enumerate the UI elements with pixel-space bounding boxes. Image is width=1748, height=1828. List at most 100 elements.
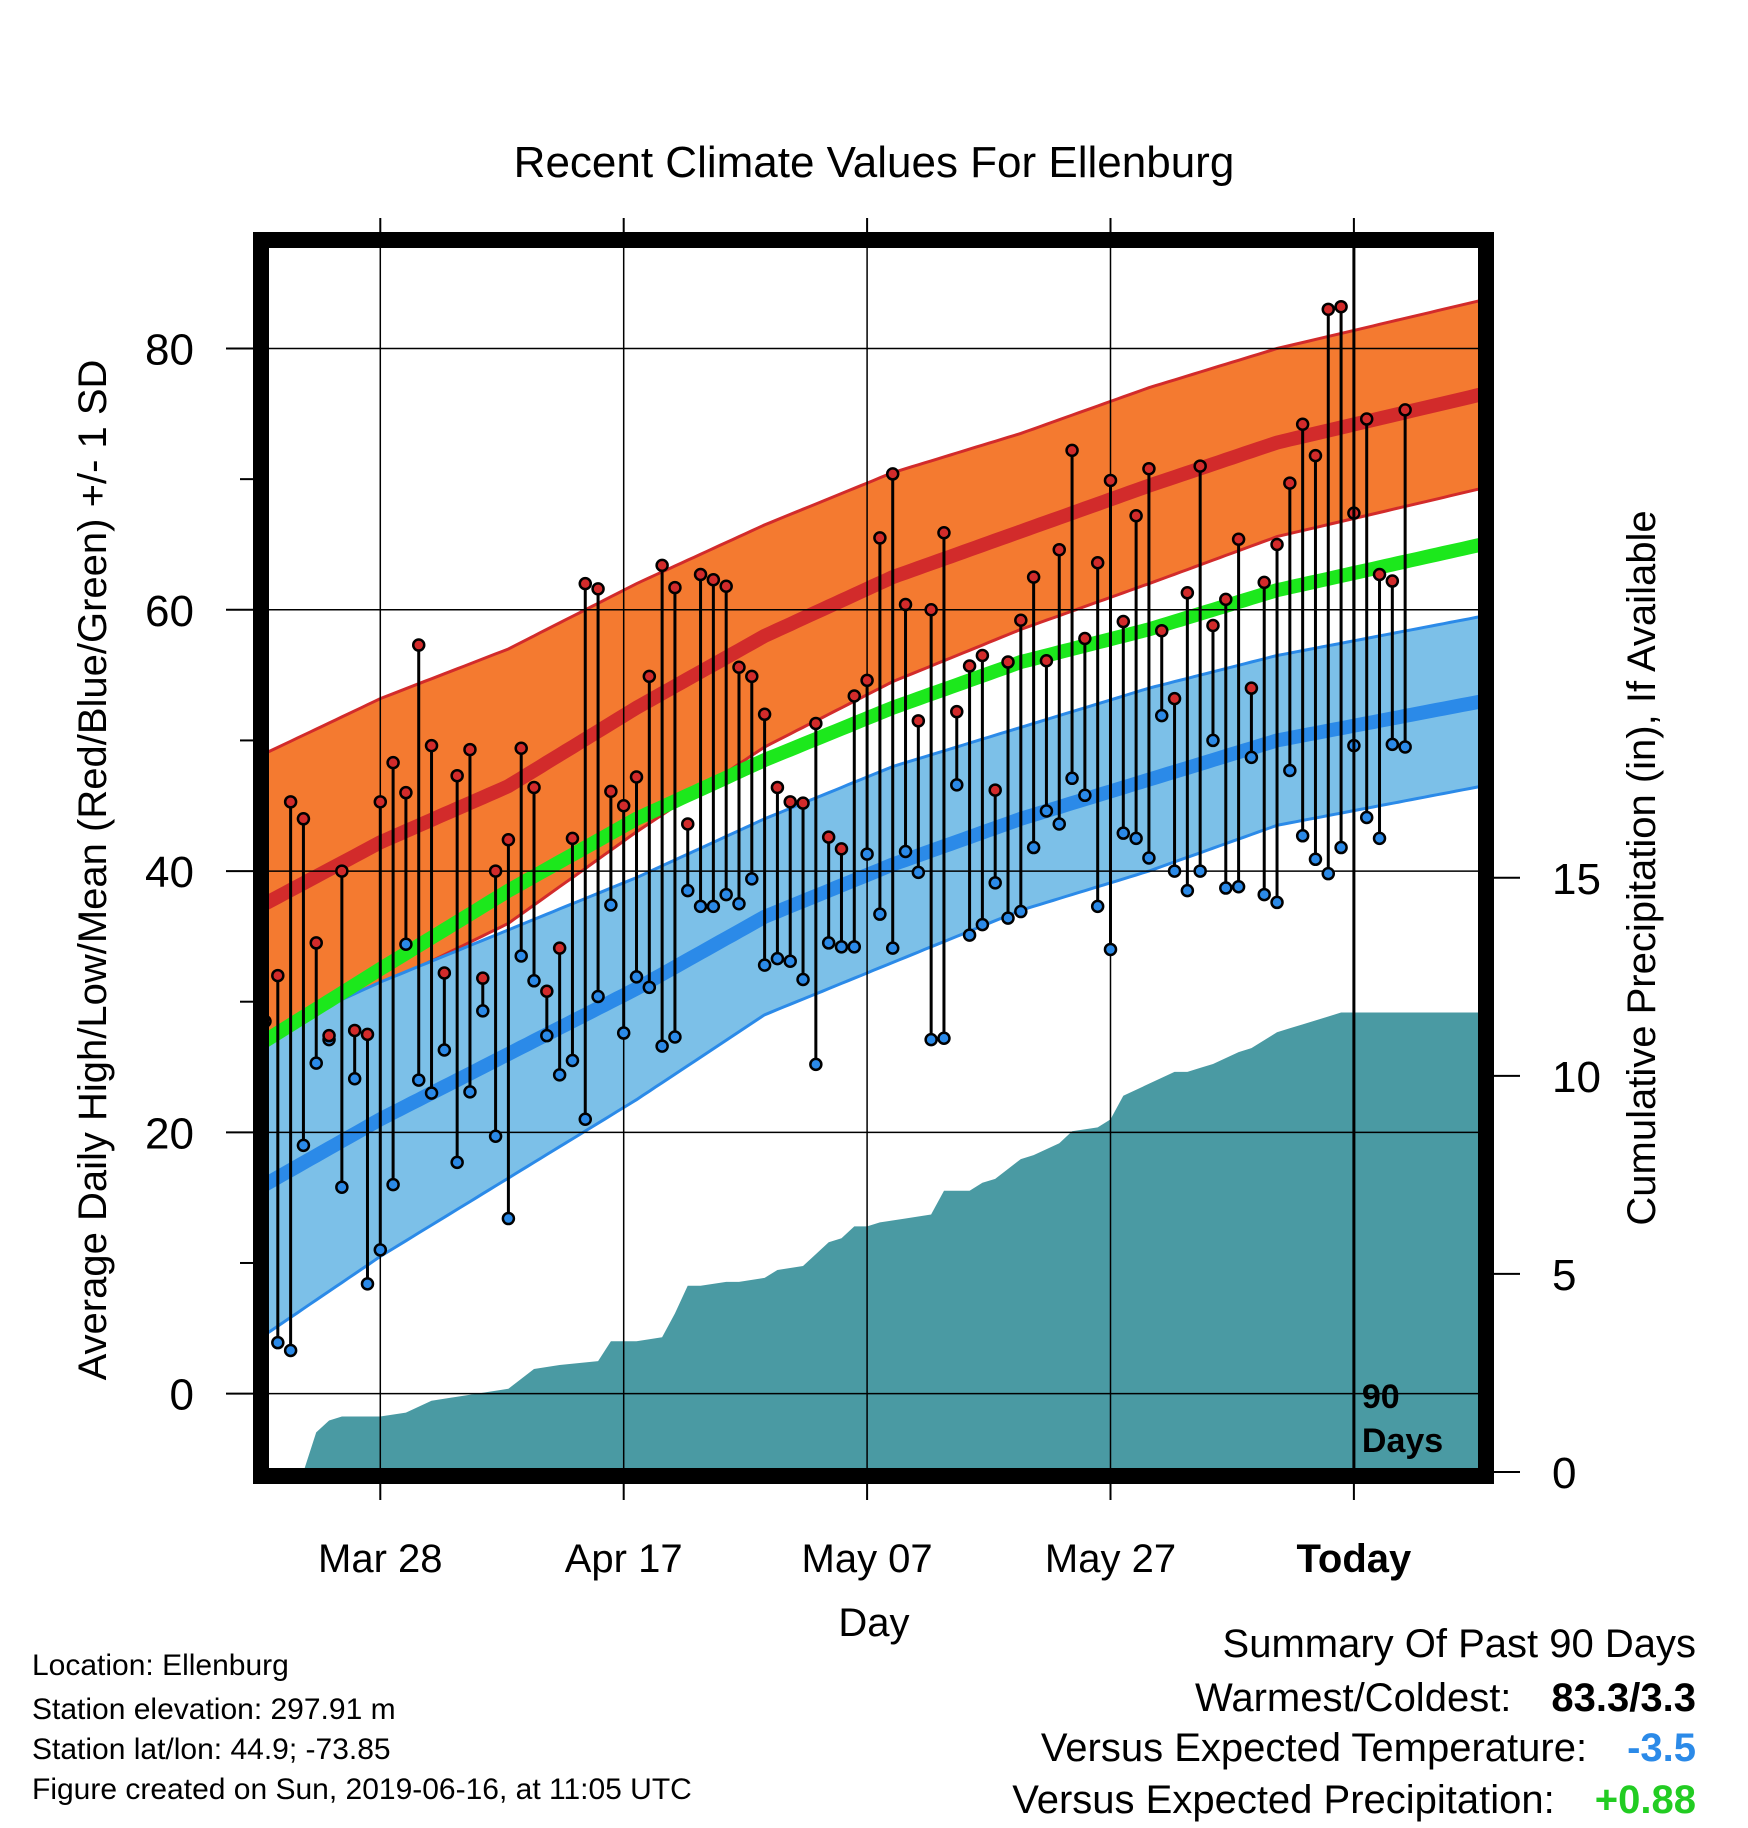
latlon-text: Station lat/lon: 44.9; -73.85 [32,1733,391,1766]
daily-low-point [847,940,862,954]
daily-low-point [1244,750,1259,765]
summary-precip: Versus Expected Precipitation: +0.88 [1012,1778,1696,1823]
daily-high-point [911,714,926,728]
daily-high-point [565,831,580,846]
daily-low-point [296,1138,311,1153]
daily-low-point [1270,895,1284,910]
created-text: Figure created on Sun, 2019-06-16, at 11… [32,1773,692,1806]
daily-low-point [770,951,785,966]
precip-value: +0.88 [1594,1778,1696,1822]
daily-high-point [591,582,605,596]
daily-low-point [783,954,797,968]
daily-high-point [1116,614,1131,629]
daily-high-point [437,966,452,980]
warm-cold-label: Warmest/Coldest: [1195,1676,1512,1720]
daily-high-point [283,795,298,809]
daily-low-point [950,778,964,792]
precip-label: Versus Expected Precipitation: [1012,1778,1555,1822]
y-tick-label: 40 [145,848,194,897]
daily-low-point [488,1129,503,1144]
y2-axis-label: Cumulative Precipitation (in), If Availa… [1620,510,1664,1225]
normal-bands-layer [261,298,1484,1337]
daily-high-point [642,669,657,684]
daily-high-point [629,770,644,784]
daily-low-point [309,1056,323,1070]
daily-low-point [1129,831,1143,846]
daily-high-point [1295,417,1310,432]
x-tick-label: Today [1296,1537,1412,1581]
daily-high-point [540,984,554,999]
daily-low-point [347,1072,362,1086]
daily-high-point [1103,473,1118,488]
daily-low-point [975,917,990,932]
daily-high-point [322,1028,336,1043]
daily-low-point [386,1177,400,1192]
daily-low-point [629,970,644,984]
daily-low-point [411,1073,426,1087]
daily-low-point [1359,810,1374,825]
daily-low-point [1334,840,1348,855]
daily-low-point [1103,942,1118,957]
daily-high-point [1283,476,1297,490]
high-lower-sd-line [264,486,1483,1056]
y-axis-label: Average Daily High/Low/Mean (Red/Blue/Gr… [71,360,115,1381]
y-tick-label: 60 [145,587,194,636]
daily-high-point [271,968,285,983]
daily-low-point [527,974,541,988]
daily-low-point [399,937,413,951]
daily-high-point [1270,537,1284,552]
daily-low-point [1078,788,1092,803]
daily-low-point [514,949,528,963]
daily-high-point [501,832,516,847]
daily-low-point [693,899,708,914]
daily-high-point [770,780,785,795]
daily-low-point [924,1032,938,1047]
daily-high-point [1334,299,1348,314]
daily-low-point [962,928,977,942]
daily-bars-layer [258,299,1412,1358]
daily-high-point [399,785,413,800]
y-tick-label: 20 [145,1109,194,1158]
daily-low-point [821,936,836,950]
high-normal-line [261,387,1484,910]
daily-high-point [1129,508,1143,523]
daily-low-point [732,896,746,911]
daily-high-point [1154,623,1169,638]
daily-high-point [962,659,977,673]
x-tick-label: May 07 [802,1537,933,1581]
daily-high-point [1231,532,1246,546]
daily-high-point [1219,592,1233,607]
daily-low-point [271,1335,285,1350]
daily-high-point [450,768,464,783]
daily-low-point [1193,864,1207,878]
daily-high-point [655,558,669,573]
daily-high-point [847,689,862,703]
daily-low-point [1206,733,1220,748]
daily-low-point [360,1277,375,1291]
daily-low-point [616,1026,631,1040]
daily-high-point [616,798,631,813]
daily-high-point [411,638,426,652]
warm-cold-value: 83.3/3.3 [1551,1676,1696,1720]
daily-high-point [796,796,810,810]
summary-warm-cold: Warmest/Coldest: 83.3/3.3 [1195,1676,1696,1721]
daily-high-point [604,784,618,799]
daily-low-point [988,876,1002,890]
daily-low-point [437,1043,452,1057]
daily-high-point [1359,412,1374,426]
daily-low-point [757,958,772,972]
daily-low-point [1039,804,1054,818]
daily-low-point [1257,887,1271,902]
daily-high-point [1321,302,1336,317]
daily-high-point [1052,542,1067,557]
y-tick-label: 80 [145,326,194,375]
daily-low-point [1308,852,1323,867]
daily-low-point [885,941,900,955]
daily-high-point [783,795,797,809]
daily-low-point [1026,840,1041,855]
elevation-text: Station elevation: 297.91 m [32,1693,396,1726]
daily-high-point [373,795,388,809]
daily-low-point [680,883,695,898]
daily-high-point [860,673,874,688]
